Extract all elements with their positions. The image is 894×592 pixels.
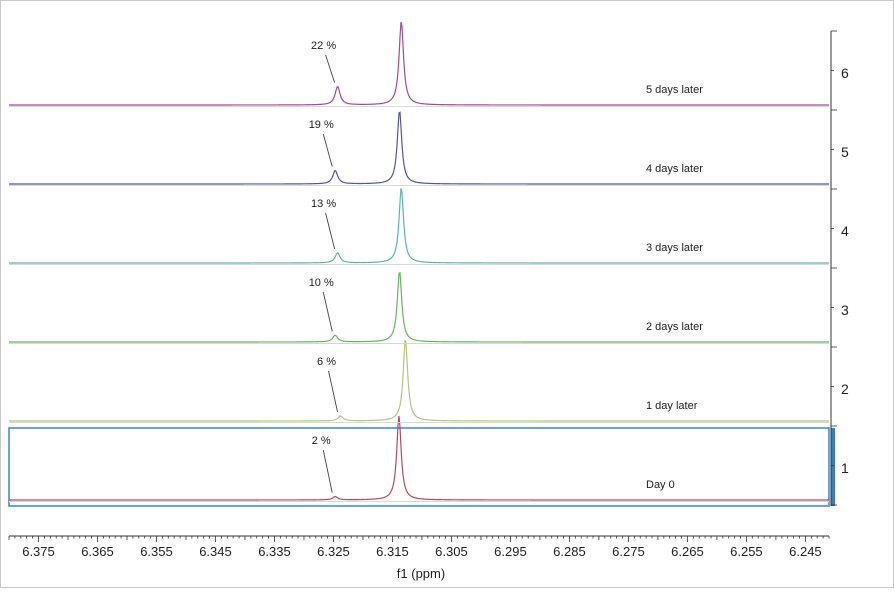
- percent-leader-4: [325, 212, 336, 250]
- spectrum-trace-2[interactable]: [9, 338, 829, 422]
- percent-label-1: 2 %: [312, 435, 331, 447]
- x-tick-label: 6.335: [258, 544, 291, 559]
- x-tick-label: 6.285: [553, 544, 586, 559]
- trace-label-2: 1 day later: [646, 400, 698, 412]
- selected-trace-box[interactable]: [8, 427, 830, 507]
- spectrum-trace-1[interactable]: [9, 415, 829, 501]
- x-tick-label: 6.275: [612, 544, 645, 559]
- stack-tick-label-1: 1: [841, 460, 849, 476]
- annotation-group: Day 0 2 % 1 day later 6 % 2 days later 10 % 3 …: [309, 40, 703, 493]
- x-tick-label: 6.245: [789, 544, 822, 559]
- stack-axis: 1 2 3 4 5 6: [830, 30, 849, 506]
- percent-label-3: 10 %: [309, 277, 334, 289]
- spectra-group: [8, 21, 835, 507]
- percent-leader-1: [322, 449, 333, 493]
- percent-leader-2: [328, 370, 338, 413]
- spectrum-trace-5[interactable]: [9, 111, 829, 185]
- x-tick-label: 6.305: [435, 544, 468, 559]
- x-tick-label: 6.355: [140, 544, 173, 559]
- stack-tick-label-2: 2: [841, 381, 849, 397]
- x-tick-label: 6.265: [671, 544, 704, 559]
- x-tick-label: 6.365: [81, 544, 114, 559]
- percent-leader-3: [322, 291, 333, 332]
- stack-tick-label-6: 6: [841, 65, 849, 81]
- stack-tick-label-5: 5: [841, 144, 849, 160]
- trace-label-3: 2 days later: [646, 321, 703, 333]
- x-tick-label: 6.255: [730, 544, 763, 559]
- x-tick-label: 6.295: [494, 544, 527, 559]
- percent-label-2: 6 %: [317, 356, 336, 368]
- percent-label-6: 22 %: [311, 40, 336, 52]
- spectrum-trace-4[interactable]: [9, 188, 829, 264]
- trace-label-1: Day 0: [646, 479, 675, 491]
- spectrum-trace-3[interactable]: [9, 271, 829, 343]
- x-axis-title: f1 (ppm): [397, 566, 445, 581]
- spectrum-trace-6[interactable]: [9, 21, 829, 106]
- x-tick-label: 6.375: [22, 544, 55, 559]
- trace-label-4: 3 days later: [646, 242, 703, 254]
- stack-tick-label-4: 4: [841, 223, 849, 239]
- percent-label-5: 19 %: [309, 119, 334, 131]
- x-tick-label: 6.325: [317, 544, 350, 559]
- trace-label-5: 4 days later: [646, 163, 703, 175]
- selected-trace-marker[interactable]: [831, 428, 835, 506]
- trace-label-6: 5 days later: [646, 84, 703, 96]
- x-axis: 6.375 6.365 6.355 6.345 6.335 6.325 6.315 6.305…: [8, 535, 830, 559]
- percent-leader-5: [322, 133, 333, 167]
- x-tick-label: 6.345: [199, 544, 232, 559]
- stack-tick-label-3: 3: [841, 302, 849, 318]
- percent-leader-6: [325, 54, 336, 83]
- x-tick-label: 6.315: [376, 544, 409, 559]
- percent-label-4: 13 %: [311, 198, 336, 210]
